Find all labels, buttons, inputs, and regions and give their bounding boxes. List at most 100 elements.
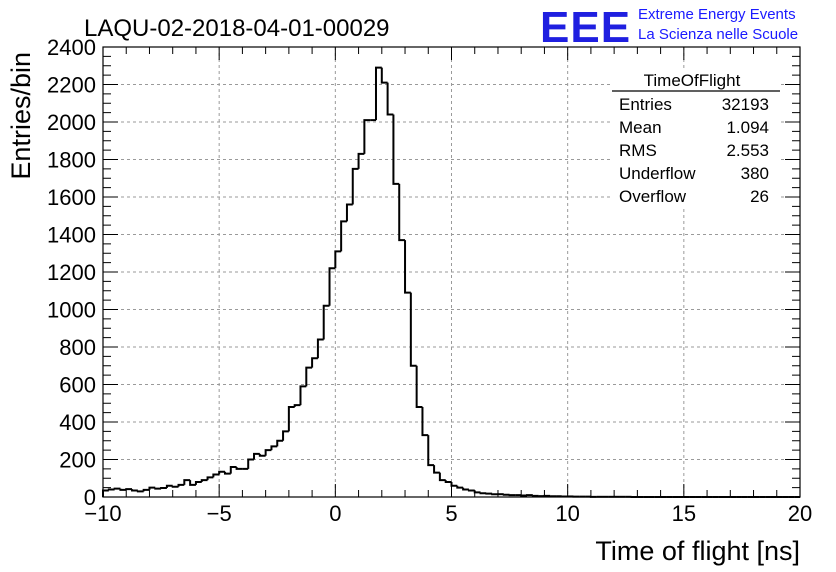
- histogram-bin: [473, 490, 481, 494]
- histogram-bin: [398, 183, 406, 242]
- histogram-bin: [450, 482, 458, 487]
- stats-value-mean: 1.094: [726, 118, 769, 137]
- histogram-bin: [113, 487, 121, 490]
- histogram-bin: [293, 404, 301, 407]
- stats-label-mean: Mean: [619, 118, 662, 137]
- histogram-bin: [351, 167, 359, 205]
- stats-box: TimeOfFlight Entries 32193 Mean 1.094 RM…: [612, 68, 780, 208]
- x-axis-label: Time of flight [ns]: [595, 536, 800, 566]
- y-tick-label: 800: [59, 335, 96, 360]
- y-tick-label: 1200: [47, 260, 96, 285]
- histogram-bin: [427, 435, 435, 467]
- histogram-bin: [258, 453, 266, 457]
- stats-label-entries: Entries: [619, 95, 672, 114]
- histogram-bin: [194, 481, 202, 485]
- histogram-bin: [264, 449, 272, 456]
- histogram-bin: [334, 250, 342, 269]
- histogram-bin: [456, 485, 464, 489]
- histogram-bin: [171, 485, 179, 488]
- histogram-bin: [212, 473, 220, 478]
- org-name-line2: La Scienza nelle Scuole: [638, 26, 798, 43]
- histogram-bin: [357, 152, 365, 169]
- histogram-bin: [136, 490, 144, 493]
- x-tick-label: 20: [788, 501, 812, 526]
- histogram-bin: [502, 493, 510, 496]
- eee-logo: EEE: [540, 3, 631, 52]
- stats-value-entries: 32193: [722, 95, 769, 114]
- histogram-bin: [363, 119, 371, 154]
- x-tick-label: 15: [672, 501, 696, 526]
- histogram-bin: [380, 67, 388, 84]
- chart-title: LAQU-02-2018-04-01-00029: [84, 15, 390, 42]
- y-tick-label: 2000: [47, 110, 96, 135]
- histogram-bin: [154, 487, 162, 490]
- stats-value-underflow: 380: [741, 164, 769, 183]
- stats-value-overflow: 26: [750, 187, 769, 206]
- y-tick-label: 1600: [47, 185, 96, 210]
- stats-box-title: TimeOfFlight: [644, 71, 741, 90]
- histogram-bin: [282, 430, 289, 441]
- histogram-bin: [287, 406, 295, 432]
- histogram-bin: [125, 488, 133, 491]
- histogram-bin: [491, 493, 498, 496]
- histogram-bin: [392, 114, 400, 185]
- y-tick-label: 2400: [47, 35, 96, 60]
- histogram-bin: [299, 385, 307, 406]
- histogram-bin: [183, 479, 191, 485]
- y-tick-label: 0: [84, 485, 96, 510]
- histogram-bin: [438, 472, 446, 482]
- histogram-bin: [102, 489, 109, 497]
- histogram-bin: [433, 465, 440, 474]
- histogram-bin: [415, 365, 423, 408]
- histogram-bin: [218, 470, 225, 475]
- histogram-bin: [386, 82, 394, 116]
- histogram-bin: [200, 479, 208, 482]
- y-tick-label: 400: [59, 410, 96, 435]
- histogram-bin: [107, 488, 115, 491]
- histogram-bin: [119, 488, 127, 491]
- histogram-bin: [404, 240, 411, 294]
- x-tick-label: 0: [329, 501, 341, 526]
- x-tick-label: 5: [445, 501, 457, 526]
- histogram-bin: [345, 203, 353, 222]
- histogram-bin: [444, 480, 452, 483]
- histogram-bin: [223, 471, 231, 475]
- y-axis-label: Entries/bin: [6, 52, 36, 180]
- y-tick-label: 200: [59, 448, 96, 473]
- histogram-bin: [479, 492, 487, 495]
- histogram-bin: [229, 466, 237, 474]
- histogram-bin: [247, 458, 255, 469]
- histogram-bin: [270, 445, 278, 451]
- histogram-bin: [276, 439, 284, 447]
- histogram-bin: [374, 66, 382, 121]
- histogram-bin: [177, 483, 185, 487]
- y-tick-label: 1400: [47, 223, 96, 248]
- y-tick-label: 600: [59, 373, 96, 398]
- y-tick-label: 1800: [47, 148, 96, 173]
- histogram-bin: [467, 489, 475, 492]
- histogram-bin: [305, 366, 313, 387]
- histogram-bin: [142, 488, 150, 492]
- histogram-bin: [165, 484, 173, 488]
- histogram-bin: [421, 407, 429, 437]
- x-tick-label: −10: [84, 501, 121, 526]
- histogram-bin: [131, 489, 138, 492]
- histogram-bin: [160, 487, 167, 489]
- x-tick-label: 10: [555, 501, 579, 526]
- stats-label-rms: RMS: [619, 141, 657, 160]
- stats-value-rms: 2.553: [726, 141, 769, 160]
- histogram-bin: [253, 452, 260, 460]
- histogram-bin: [316, 338, 324, 359]
- org-name-line1: Extreme Energy Events: [638, 6, 796, 23]
- x-tick-labels: −10 −5 0 5 10 15 20: [84, 501, 812, 526]
- stats-label-overflow: Overflow: [619, 187, 687, 206]
- plot-frame: [102, 46, 801, 498]
- histogram-bin: [462, 487, 469, 491]
- histogram-bin: [340, 220, 347, 252]
- histogram-bin: [206, 476, 214, 481]
- x-tick-label: −5: [207, 501, 232, 526]
- histogram-bin: [148, 486, 156, 490]
- histogram-bin: [322, 304, 330, 340]
- y-tick-label: 1000: [47, 298, 96, 323]
